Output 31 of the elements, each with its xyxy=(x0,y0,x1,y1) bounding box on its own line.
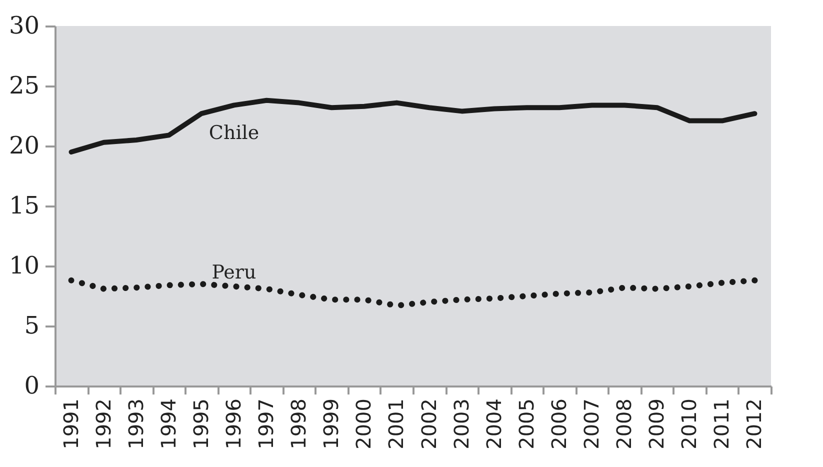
x-tick-label: 2006 xyxy=(546,398,571,450)
x-tick-label: 2007 xyxy=(580,398,604,450)
y-tick-label: 30 xyxy=(8,12,40,40)
x-tick-label: 1991 xyxy=(58,398,83,450)
y-tick-label: 0 xyxy=(24,372,40,400)
x-tick-label: 2000 xyxy=(352,398,376,450)
series-label: Peru xyxy=(212,261,256,284)
x-tick-label: 1996 xyxy=(222,398,246,450)
x-tick-label: 2008 xyxy=(612,398,636,450)
y-tick-label: 25 xyxy=(8,72,40,100)
y-tick-label: 15 xyxy=(8,192,40,220)
y-tick-label: 5 xyxy=(24,312,40,340)
x-tick-label: 1999 xyxy=(319,398,344,450)
x-tick-label: 2012 xyxy=(742,398,766,450)
x-tick-label: 2004 xyxy=(482,398,506,450)
x-tick-label: 2009 xyxy=(644,398,669,450)
x-tick-label: 2010 xyxy=(677,398,702,450)
x-tick-label: 2003 xyxy=(449,398,474,450)
x-tick-label: 1992 xyxy=(91,398,116,450)
x-tick-label: 2002 xyxy=(416,398,441,450)
x-tick-label: 1998 xyxy=(286,398,311,450)
x-tick-label: 1993 xyxy=(124,398,148,450)
x-tick-label: 1995 xyxy=(188,398,213,450)
series-label: Chile xyxy=(208,122,260,144)
x-tick-label: 2001 xyxy=(384,398,408,450)
x-tick-label: 1994 xyxy=(156,398,180,450)
y-tick-label: 20 xyxy=(8,132,40,160)
x-tick-label: 2005 xyxy=(514,398,538,450)
y-tick-label: 10 xyxy=(8,252,40,280)
x-tick-label: 1997 xyxy=(254,398,278,450)
x-tick-label: 2011 xyxy=(710,398,734,450)
